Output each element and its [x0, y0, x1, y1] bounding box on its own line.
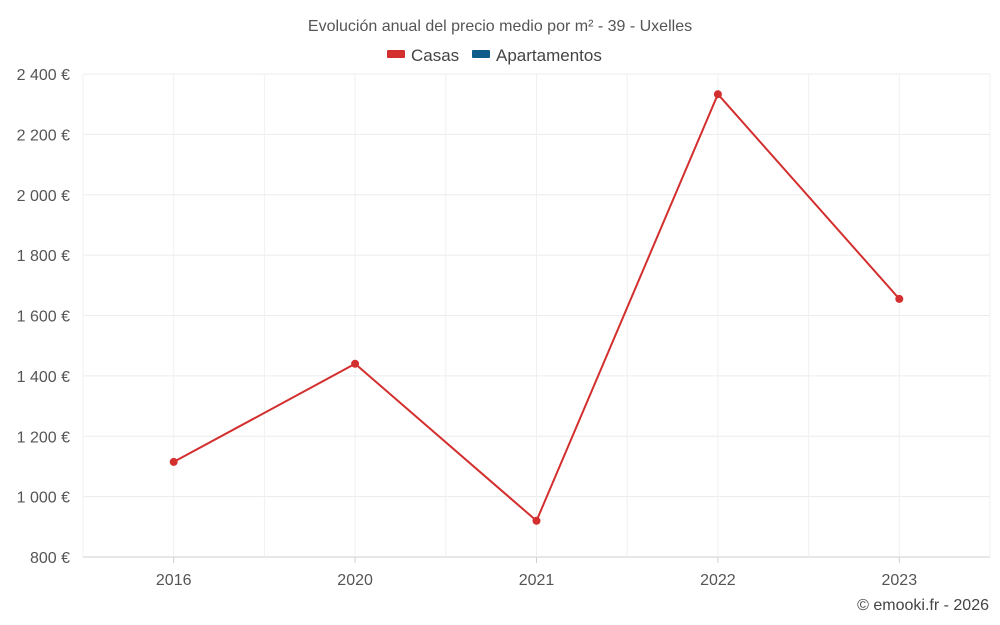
- x-tick-label: 2016: [156, 572, 192, 589]
- y-tick-label: 1 400 €: [17, 369, 70, 386]
- x-axis: 2016 2020 2021 2022 2023: [156, 557, 917, 589]
- y-tick-label: 1 000 €: [17, 490, 70, 507]
- legend: Casas Apartamentos: [387, 46, 602, 65]
- credit-text: © emooki.fr - 2026: [857, 597, 989, 614]
- y-tick-label: 1 800 €: [17, 248, 70, 265]
- y-tick-label: 2 000 €: [17, 188, 70, 205]
- x-tick-label: 2023: [882, 572, 918, 589]
- chart-title: Evolución anual del precio medio por m² …: [308, 18, 692, 35]
- data-point-casas[interactable]: [351, 359, 360, 368]
- data-point-casas[interactable]: [895, 294, 904, 303]
- data-point-casas[interactable]: [169, 457, 178, 466]
- legend-swatch-casas: [387, 50, 405, 58]
- y-tick-label: 2 200 €: [17, 127, 70, 144]
- y-axis: 800 € 1 000 € 1 200 € 1 400 € 1 600 € 1 800 €…: [17, 67, 70, 567]
- legend-label-apartamentos: Apartamentos: [496, 46, 602, 65]
- y-tick-label: 1 600 €: [17, 309, 70, 326]
- y-tick-label: 1 200 €: [17, 429, 70, 446]
- legend-item-apartamentos[interactable]: Apartamentos: [472, 46, 602, 65]
- x-tick-label: 2021: [519, 572, 555, 589]
- legend-swatch-apartamentos: [472, 50, 490, 58]
- x-tick-label: 2020: [337, 572, 373, 589]
- series-layer: [169, 90, 904, 525]
- grid: [82, 73, 991, 558]
- legend-item-casas[interactable]: Casas: [387, 46, 459, 65]
- data-point-casas[interactable]: [532, 516, 541, 525]
- x-tick-label: 2022: [700, 572, 736, 589]
- data-point-casas[interactable]: [713, 90, 722, 99]
- legend-label-casas: Casas: [411, 46, 459, 65]
- y-tick-label: 800 €: [30, 550, 70, 567]
- y-tick-label: 2 400 €: [17, 67, 70, 84]
